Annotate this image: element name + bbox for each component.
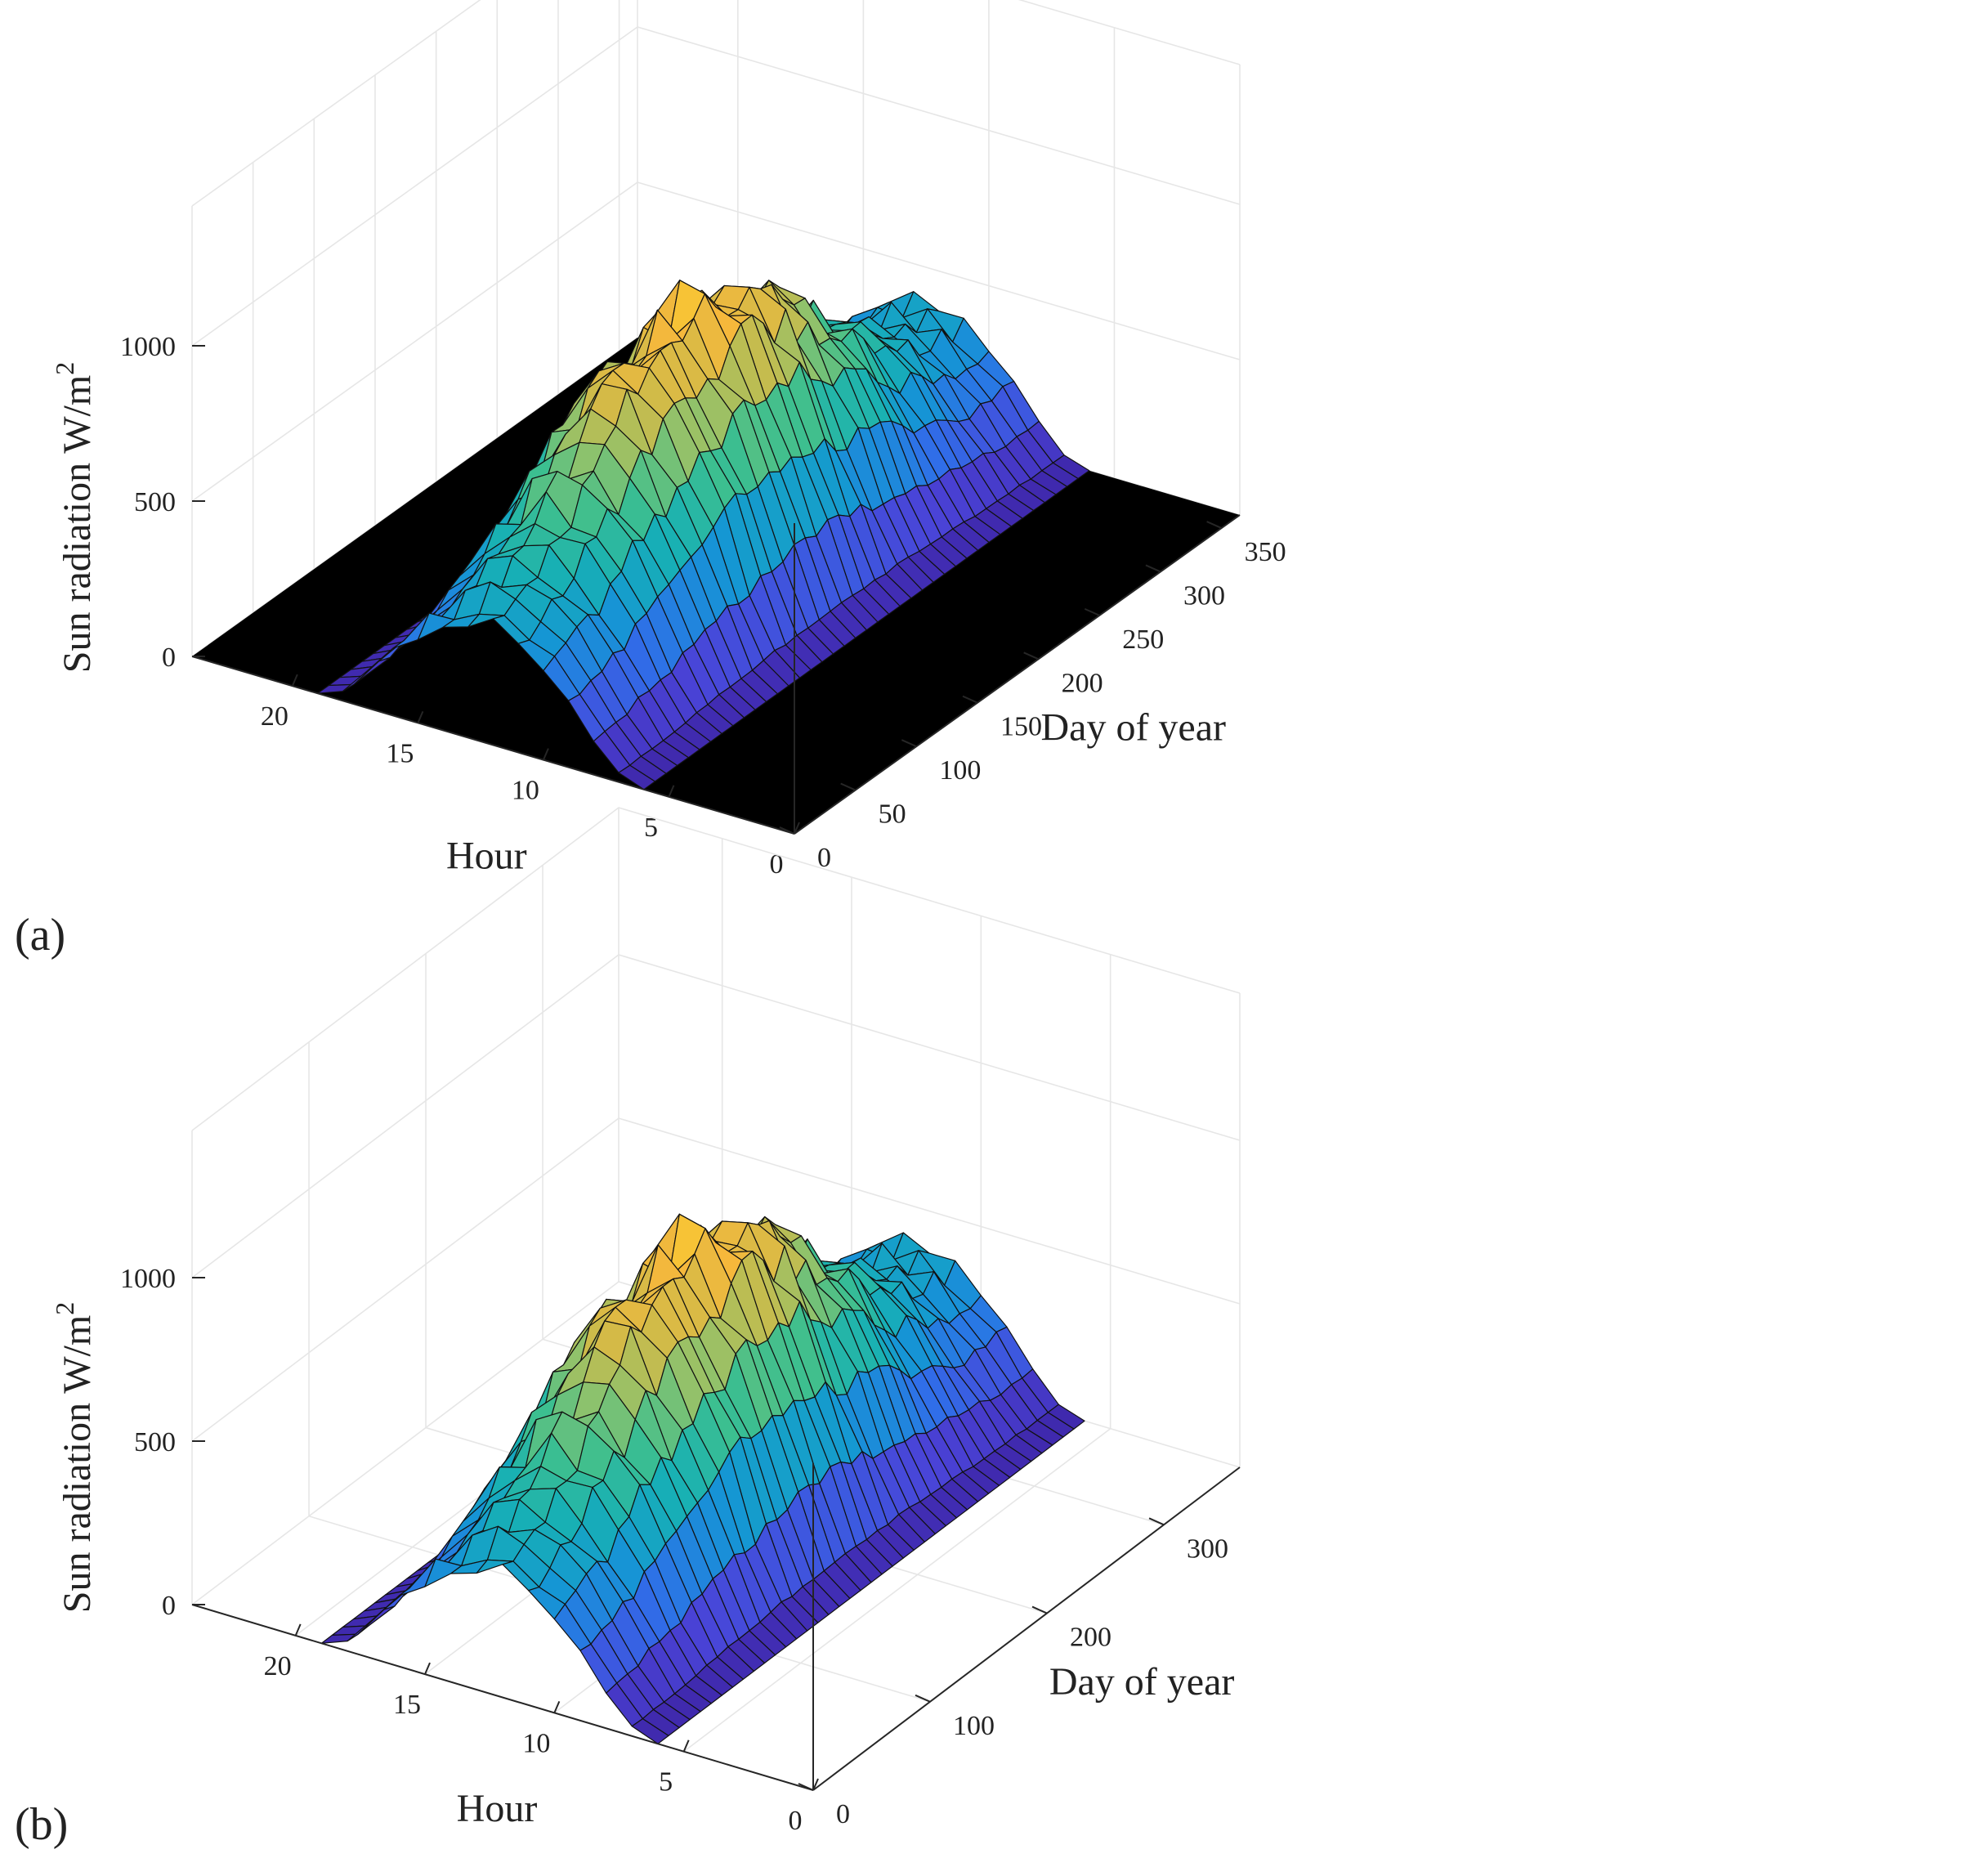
day-tick-label: 0	[836, 1799, 850, 1829]
hour-tick	[424, 1662, 431, 1675]
z-tick-label: 500	[134, 1427, 176, 1457]
panel-label: (b)	[15, 1799, 68, 1850]
day-tick	[840, 782, 857, 791]
z-tick-label: 1000	[120, 1264, 176, 1294]
day-tick-label: 100	[939, 755, 981, 786]
hour-tick	[542, 748, 549, 760]
day-tick-label: 200	[1062, 668, 1103, 698]
day-tick	[962, 695, 978, 704]
day-tick	[798, 1783, 814, 1791]
z-axis-label: Sun radiation W/m2	[50, 1302, 99, 1613]
hour-tick-label: 10	[522, 1728, 550, 1758]
hour-tick-label: 15	[393, 1690, 421, 1720]
z-tick-label: 500	[134, 487, 176, 517]
day-tick-label: 300	[1183, 580, 1225, 611]
day-axis-label: Day of year	[1049, 1660, 1235, 1704]
day-tick-label: 300	[1187, 1533, 1228, 1564]
hour-tick-label: 5	[644, 813, 658, 843]
surface-patch	[320, 1633, 359, 1644]
day-tick	[779, 826, 795, 835]
hour-tick-label: 5	[659, 1767, 673, 1798]
hour-tick	[291, 674, 298, 687]
day-axis-line	[794, 514, 1241, 835]
gridline-z	[191, 807, 1241, 1131]
day-tick	[1206, 521, 1223, 529]
day-tick	[915, 1694, 931, 1703]
gridline-z	[191, 0, 1241, 207]
day-tick	[1031, 1605, 1048, 1614]
hour-tick	[417, 710, 424, 723]
day-tick	[1084, 607, 1100, 616]
day-tick	[1148, 1517, 1165, 1526]
day-tick-label: 350	[1245, 537, 1286, 567]
surface	[320, 1213, 1085, 1744]
hour-tick	[682, 1739, 690, 1753]
day-tick-label: 0	[817, 843, 831, 873]
hour-tick	[294, 1623, 302, 1636]
panel-label: (a)	[15, 910, 65, 960]
surface-patch	[618, 764, 656, 790]
hour-tick	[553, 1701, 561, 1713]
hour-axis-label: Hour	[446, 834, 527, 877]
day-tick-label: 100	[953, 1711, 995, 1741]
z-axis-label: Sun radiation W/m2	[50, 362, 99, 673]
hour-tick-label: 20	[264, 1651, 292, 1681]
z-axis-label-superscript: 2	[50, 362, 79, 375]
z-axis-label-superscript: 2	[50, 1302, 79, 1315]
surface	[316, 280, 1090, 790]
z-tick-label: 0	[162, 642, 176, 673]
z-tick-label: 1000	[120, 332, 176, 362]
day-tick	[901, 739, 917, 748]
surface-patch	[631, 1718, 669, 1744]
hour-axis-label: Hour	[457, 1787, 538, 1830]
hour-tick-label: 15	[386, 738, 414, 768]
day-tick-label: 200	[1070, 1623, 1112, 1653]
hour-tick	[668, 785, 675, 798]
hour-tick-label: 20	[261, 701, 288, 732]
hour-tick	[812, 1778, 819, 1791]
day-tick-label: 50	[879, 799, 906, 830]
hour-tick-label: 10	[512, 776, 539, 806]
day-axis-line	[812, 1466, 1241, 1791]
hour-tick	[794, 822, 800, 835]
day-tick	[1145, 564, 1161, 573]
gridline-hour-floor	[683, 1428, 1112, 1753]
hour-tick-label: 0	[789, 1806, 803, 1836]
hour-tick-label: 0	[770, 849, 784, 880]
day-tick-label: 150	[1000, 712, 1042, 742]
day-tick	[1023, 651, 1040, 660]
day-axis-label: Day of year	[1040, 706, 1226, 750]
day-tick-label: 250	[1122, 625, 1164, 655]
z-tick-label: 0	[162, 1591, 176, 1621]
